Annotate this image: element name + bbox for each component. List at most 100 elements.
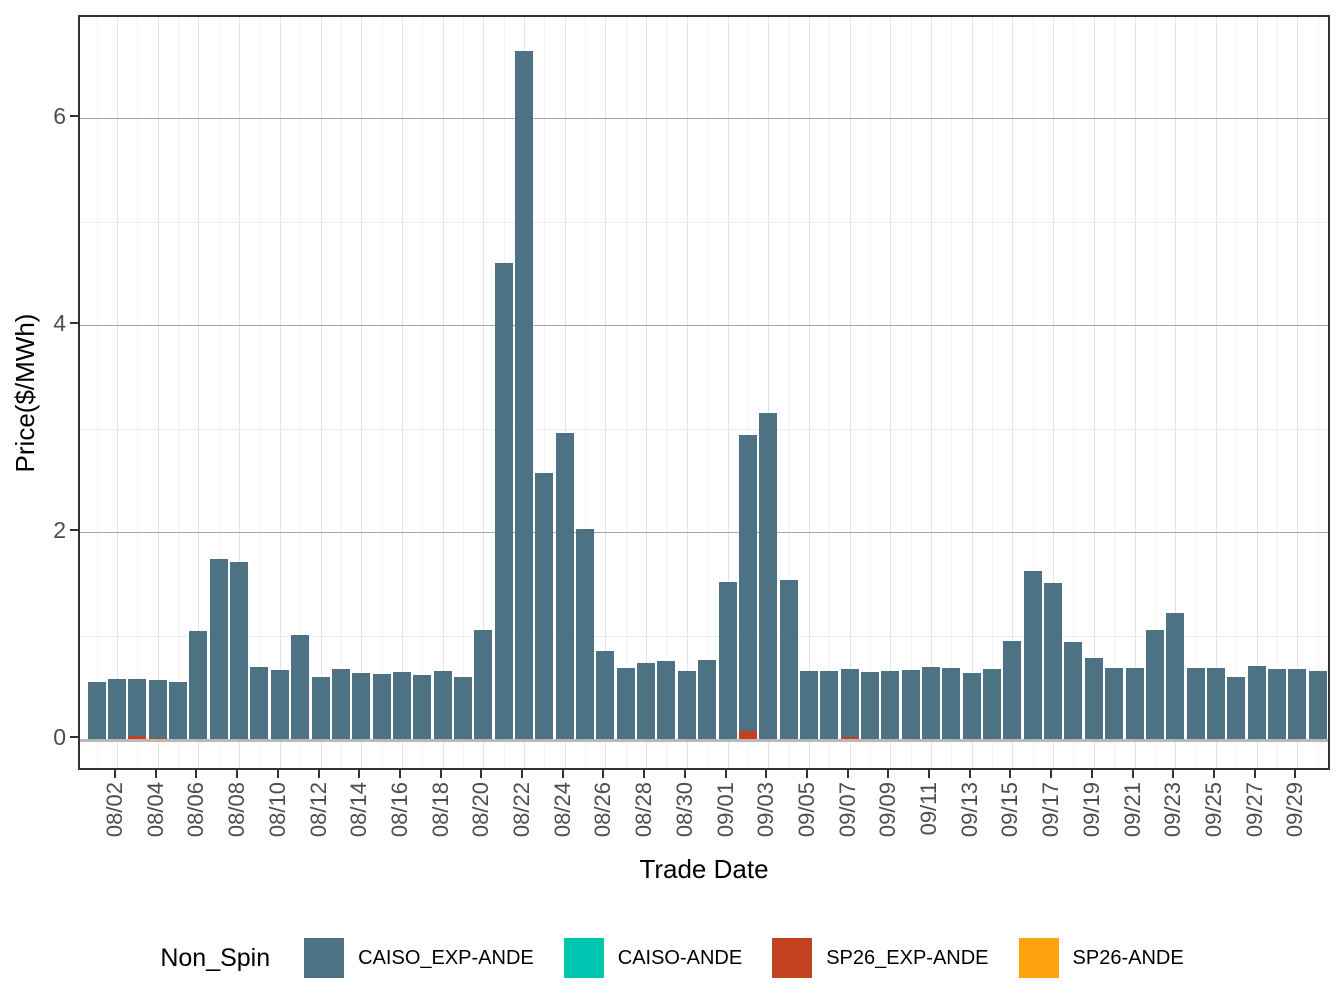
x-tick-label: 09/07 [834, 782, 860, 838]
bar-segment-CAISO_EXP-ANDE [1125, 667, 1144, 739]
x-tick-label: 08/20 [468, 782, 494, 838]
bar-segment-CAISO_EXP-ANDE [718, 581, 737, 739]
x-tick-label: 08/28 [631, 782, 657, 838]
bar-segment-CAISO_EXP-ANDE [372, 673, 391, 739]
bar-segment-CAISO_EXP-ANDE [1206, 667, 1225, 739]
x-tick [1172, 770, 1175, 778]
plot-panel [78, 15, 1330, 770]
x-tick [1090, 770, 1093, 778]
bar-segment-CAISO_EXP-ANDE [270, 669, 289, 739]
gridline-vertical [1215, 17, 1217, 768]
gridline-vertical [1317, 17, 1319, 768]
x-axis-title: Trade Date [639, 854, 769, 884]
x-tick [398, 770, 401, 778]
gridline-vertical [1032, 17, 1034, 768]
gridline-vertical [1093, 17, 1095, 768]
x-tick-label: 09/25 [1200, 782, 1226, 838]
x-tick [928, 770, 930, 778]
bar-segment-CAISO_EXP-ANDE [942, 667, 961, 739]
x-tick-label: 08/18 [427, 782, 453, 838]
x-tick-label: 08/22 [509, 782, 534, 838]
gridline-vertical [279, 17, 281, 768]
legend-label: CAISO-ANDE [617, 946, 743, 969]
legend: Non_Spin CAISO_EXP-ANDE CAISO-ANDE SP26_EX… [0, 922, 1344, 994]
bar-segment-CAISO_EXP-ANDE [1166, 612, 1185, 739]
gridline-vertical [971, 17, 973, 768]
bar-segment-CAISO_EXP-ANDE [1227, 676, 1246, 739]
gridline-vertical [686, 17, 688, 768]
x-tick-label: 09/15 [997, 782, 1023, 838]
gridline-vertical [829, 17, 831, 768]
gridline-vertical [951, 17, 953, 768]
zero-baseline [80, 739, 1328, 742]
gridline-vertical [707, 17, 709, 768]
x-tick-label: 08/02 [101, 782, 127, 838]
gridline-vertical [625, 17, 627, 768]
gridline-major [80, 325, 1328, 326]
x-tick [195, 770, 198, 778]
x-tick [521, 770, 523, 778]
gridline-vertical [564, 17, 566, 768]
bar-segment-CAISO_EXP-ANDE [413, 674, 432, 739]
x-tick-label: 09/19 [1078, 782, 1104, 838]
x-tick [805, 770, 808, 778]
bar-segment-CAISO_EXP-ANDE [1023, 571, 1042, 739]
x-tick [1009, 770, 1012, 778]
bar-segment-CAISO_EXP-ANDE [169, 682, 187, 739]
bar-segment-CAISO_EXP-ANDE [759, 413, 778, 739]
bar-segment-CAISO_EXP-ANDE [637, 663, 656, 739]
bar-segment-CAISO_EXP-ANDE [860, 671, 879, 739]
bar-segment-CAISO_EXP-ANDE [128, 679, 147, 736]
gridline-vertical [869, 17, 871, 768]
x-tick-label: 08/04 [142, 782, 168, 838]
legend-swatch-CAISO_EXP-ANDE [304, 938, 345, 978]
gridline-vertical [320, 17, 322, 768]
x-tick [724, 770, 727, 778]
x-tick-label: 09/27 [1241, 782, 1267, 838]
x-tick-label: 08/26 [590, 782, 616, 838]
gridline-vertical [483, 17, 485, 768]
gridline-vertical [96, 17, 98, 768]
y-tick-label: 2 [53, 517, 66, 543]
gridline-vertical [1012, 17, 1014, 768]
gridline-vertical [747, 17, 749, 768]
gridline-vertical [1276, 17, 1278, 768]
gridline-vertical [992, 17, 993, 768]
x-tick-label: 08/16 [386, 782, 412, 838]
x-tick-label: 09/09 [875, 782, 901, 838]
y-tick-label: 0 [53, 724, 66, 750]
x-tick [113, 770, 116, 778]
gridline-vertical [157, 17, 159, 768]
x-tick-label: 08/24 [549, 782, 575, 838]
x-tick-label: 09/23 [1160, 782, 1186, 838]
gridline-minor [80, 221, 1328, 223]
y-tick [70, 322, 78, 324]
gridline-vertical [544, 17, 546, 768]
bar-segment-CAISO_EXP-ANDE [901, 669, 920, 739]
x-tick [1253, 770, 1256, 778]
x-tick-label: 08/06 [183, 782, 209, 838]
bar-segment-CAISO_EXP-ANDE [698, 660, 717, 739]
legend-swatch-SP26-ANDE [1018, 938, 1059, 978]
bar-segment-CAISO_EXP-ANDE [453, 676, 472, 739]
legend-label: CAISO_EXP-ANDE [358, 946, 534, 969]
x-tick-label: 09/21 [1119, 782, 1145, 838]
x-tick-label: 09/13 [956, 782, 982, 838]
bar-segment-CAISO_EXP-ANDE [1044, 582, 1063, 739]
x-tick-label: 09/11 [916, 782, 941, 836]
x-tick-label: 09/29 [1282, 782, 1308, 838]
gridline-vertical [218, 17, 220, 768]
gridline-vertical [1256, 17, 1258, 768]
bar-segment-CAISO_EXP-ANDE [616, 667, 635, 739]
gridline-vertical [890, 17, 892, 768]
x-tick-label: 08/12 [305, 782, 331, 838]
bar-segment-CAISO_EXP-ANDE [1186, 667, 1205, 739]
gridline-vertical [1134, 17, 1136, 768]
x-tick [1050, 770, 1052, 778]
legend-swatch-SP26_EXP-ANDE [772, 938, 813, 978]
gridline-vertical [422, 17, 424, 768]
bar-segment-CAISO_EXP-ANDE [87, 682, 106, 739]
x-tick [602, 770, 605, 778]
bar-segment-CAISO_EXP-ANDE [840, 668, 859, 737]
x-tick [439, 770, 442, 778]
